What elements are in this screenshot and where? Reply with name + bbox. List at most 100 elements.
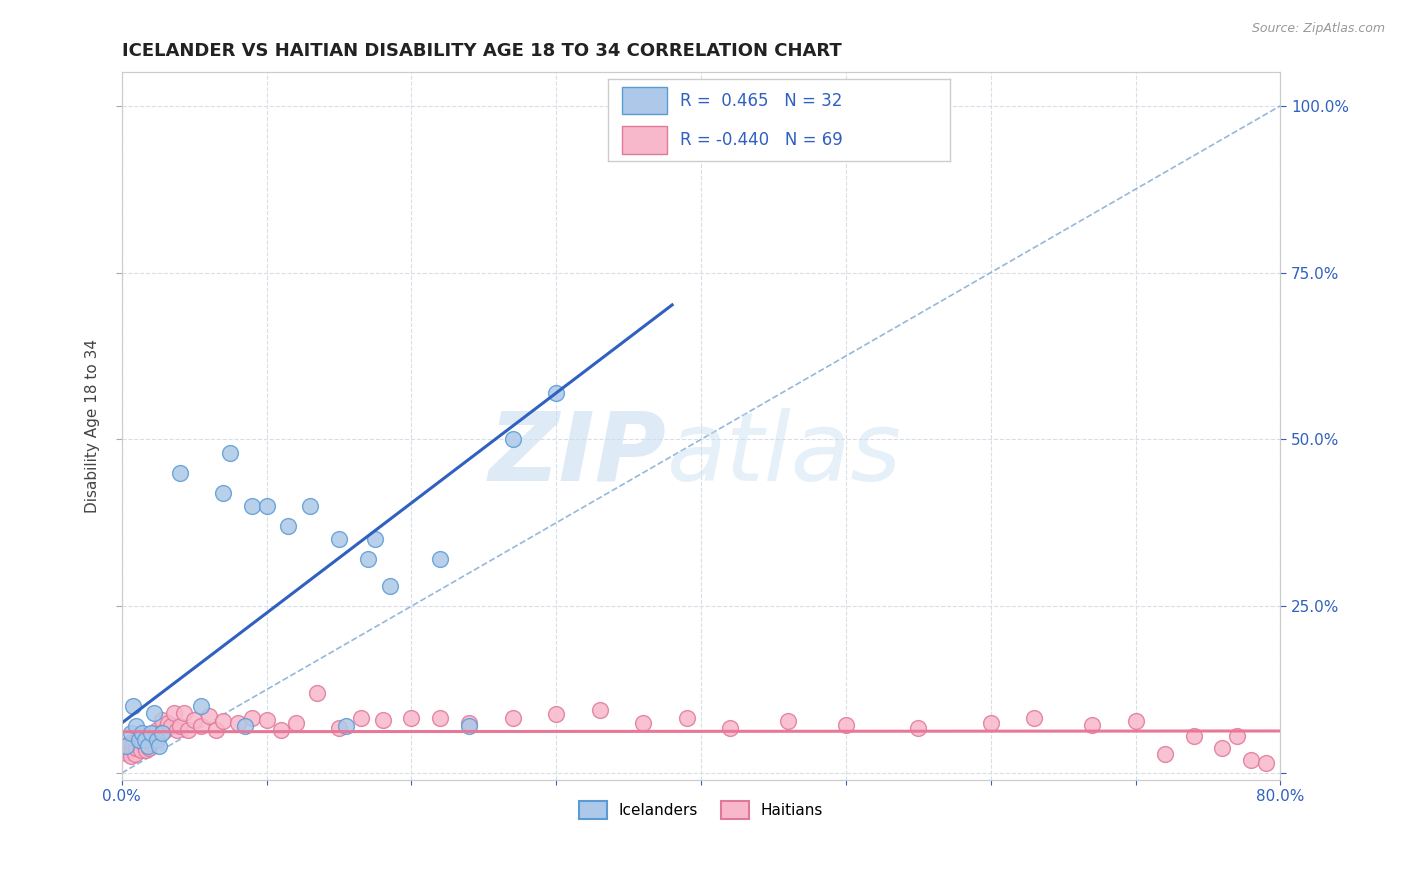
Point — [173, 706, 195, 720]
Point — [128, 736, 150, 750]
Point — [128, 732, 150, 747]
Point — [166, 723, 188, 737]
Point — [212, 485, 235, 500]
Point — [183, 713, 205, 727]
Point — [718, 721, 741, 735]
Point — [115, 746, 138, 760]
Point — [115, 739, 138, 754]
Point — [429, 711, 451, 725]
Point — [429, 552, 451, 566]
Point — [121, 740, 143, 755]
Point — [150, 726, 173, 740]
Point — [364, 533, 387, 547]
Legend: Icelanders, Haitians: Icelanders, Haitians — [574, 795, 830, 825]
Point — [546, 385, 568, 400]
Point — [675, 711, 697, 725]
Y-axis label: Disability Age 18 to 34: Disability Age 18 to 34 — [86, 339, 100, 513]
Point — [155, 723, 177, 737]
Point — [136, 732, 159, 747]
Point — [226, 715, 249, 730]
Point — [135, 742, 157, 756]
Point — [160, 719, 183, 733]
Point — [125, 719, 148, 733]
Point — [277, 519, 299, 533]
Point — [120, 749, 142, 764]
Point — [350, 711, 373, 725]
Point — [1240, 753, 1263, 767]
Point — [122, 736, 145, 750]
Point — [150, 713, 173, 727]
Point — [132, 729, 155, 743]
Point — [328, 721, 350, 735]
Point — [134, 732, 156, 747]
Point — [546, 707, 568, 722]
Point — [502, 711, 524, 725]
Point — [190, 719, 212, 733]
Point — [299, 499, 322, 513]
Point — [122, 699, 145, 714]
Point — [233, 719, 256, 733]
Point — [117, 739, 139, 754]
Point — [118, 736, 141, 750]
Text: Source: ZipAtlas.com: Source: ZipAtlas.com — [1251, 22, 1385, 36]
Point — [240, 499, 263, 513]
Point — [142, 706, 165, 720]
Point — [139, 736, 162, 750]
Text: ICELANDER VS HAITIAN DISABILITY AGE 18 TO 34 CORRELATION CHART: ICELANDER VS HAITIAN DISABILITY AGE 18 T… — [122, 42, 842, 60]
Point — [371, 713, 394, 727]
Text: atlas: atlas — [666, 408, 901, 500]
Point — [502, 433, 524, 447]
Point — [589, 702, 612, 716]
Point — [284, 715, 307, 730]
Point — [328, 533, 350, 547]
Point — [907, 721, 929, 735]
Point — [776, 714, 799, 728]
Point — [131, 732, 153, 747]
Point — [212, 714, 235, 728]
Point — [136, 739, 159, 754]
Point — [307, 686, 329, 700]
Point — [134, 739, 156, 754]
Point — [145, 732, 167, 747]
Point — [169, 466, 191, 480]
Point — [401, 711, 423, 725]
Point — [256, 713, 278, 727]
Point — [270, 723, 292, 737]
Point — [335, 719, 357, 733]
Point — [142, 726, 165, 740]
Point — [148, 729, 170, 743]
Point — [1182, 729, 1205, 743]
Point — [219, 446, 242, 460]
Point — [145, 723, 167, 737]
Point — [1153, 747, 1175, 762]
Point — [129, 742, 152, 756]
Point — [835, 718, 858, 732]
Point — [1125, 714, 1147, 728]
Point — [148, 739, 170, 754]
Point — [1024, 711, 1046, 725]
Point — [458, 715, 481, 730]
Point — [163, 706, 186, 720]
Point — [458, 719, 481, 733]
Point — [631, 119, 654, 133]
Point — [256, 499, 278, 513]
Point — [114, 742, 136, 756]
Point — [157, 715, 180, 730]
Point — [240, 711, 263, 725]
Point — [1254, 756, 1277, 770]
Text: ZIP: ZIP — [488, 408, 666, 500]
Point — [124, 747, 146, 762]
Point — [197, 709, 219, 723]
Point — [127, 729, 149, 743]
Point — [1226, 729, 1249, 743]
Point — [118, 742, 141, 756]
Point — [357, 552, 380, 566]
Point — [125, 740, 148, 755]
Point — [169, 719, 191, 733]
Point — [1211, 740, 1233, 755]
Point — [131, 726, 153, 740]
Point — [205, 723, 228, 737]
Point — [138, 740, 160, 755]
Point — [190, 699, 212, 714]
Point — [120, 726, 142, 740]
